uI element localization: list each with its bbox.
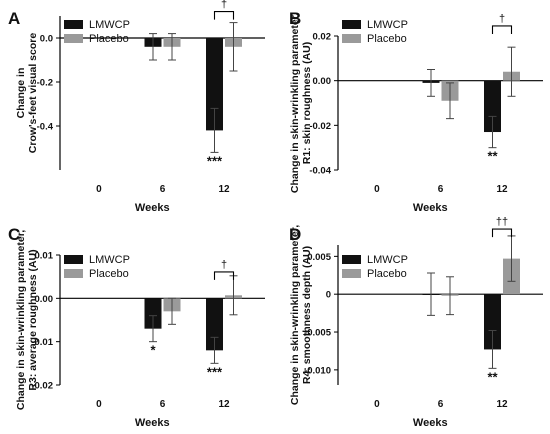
y-tick-label: -0.01 [31,337,53,348]
x-tick-label: 12 [496,184,508,195]
y-axis-label-line: R3: average roughness (AU) [27,249,39,390]
x-axis-label: Weeks [135,417,170,429]
x-tick-label: 12 [496,399,508,410]
y-tick-label: 0.0 [40,34,53,45]
significance-mark: ** [487,149,498,164]
legend-swatch-lmwcp [64,255,83,264]
legend-label-lmwcp: LMWCP [367,19,408,31]
y-axis-label: Change in skin-wrinkling parameter,R1: s… [289,13,313,193]
y-tick-label: 0.00 [313,76,332,87]
bar-lmwcp-12 [206,298,223,351]
x-axis-label: Weeks [135,202,170,214]
panel-letter: D [289,225,301,244]
legend-label-placebo: Placebo [89,33,129,45]
bar-lmwcp-6 [144,298,162,329]
y-axis-label-line: Change in skin-wrinkling parameter, [289,225,301,405]
x-tick-label: 6 [160,184,166,195]
y-axis-label: Change in skin-wrinkling parameter,R3: a… [15,230,39,410]
y-axis-label: Change inCrow's-feet visual score [15,33,39,154]
dagger-mark: † [499,13,505,25]
panel-letter: A [8,9,20,28]
legend-swatch-placebo [342,34,361,43]
significance-mark: *** [207,364,223,379]
y-tick-label: -0.04 [309,166,331,177]
y-tick-label: -0.02 [309,121,331,132]
legend-swatch-lmwcp [64,20,83,29]
x-tick-label: 0 [374,184,380,195]
y-tick-label: -0.4 [37,122,54,133]
x-axis-label: Weeks [413,417,448,429]
significance-bracket [213,11,235,20]
x-tick-label: 6 [438,399,444,410]
legend-swatch-placebo [342,269,361,278]
panel-letter: B [289,9,301,28]
y-tick-label: 0 [326,290,331,301]
y-axis-label-line: R4: smoothness depth (AU) [301,246,313,384]
y-tick-label: -0.010 [304,365,331,376]
dagger-mark: † [221,0,227,11]
x-tick-label: 12 [218,184,230,195]
legend-swatch-lmwcp [342,20,361,29]
panel-letter: C [8,225,20,244]
bar-lmwcp-12 [206,38,223,131]
dagger-mark: †† [496,216,508,228]
bar-lmwcp-12 [484,294,501,350]
x-tick-label: 0 [96,184,102,195]
legend-swatch-placebo [64,34,83,43]
x-tick-label: 6 [160,399,166,410]
x-tick-label: 0 [374,399,380,410]
y-axis-label-line: Change in skin-wrinkling parameter, [15,230,27,410]
legend-label-placebo: Placebo [367,268,407,280]
significance-mark: * [150,343,156,358]
significance-mark: ** [487,369,498,384]
y-axis-label-line: R1: skin roughness (AU) [301,42,313,165]
x-tick-label: 6 [438,184,444,195]
significance-bracket [213,271,235,280]
x-tick-label: 0 [96,399,102,410]
y-tick-label: 0.02 [313,32,332,43]
y-tick-label: 0.00 [35,294,54,305]
dagger-mark: † [221,259,227,271]
legend-label-lmwcp: LMWCP [89,19,130,31]
legend-swatch-lmwcp [342,255,361,264]
significance-bracket [491,25,513,34]
legend-label-lmwcp: LMWCP [367,254,408,266]
y-axis-label-line: Change in [15,68,27,119]
bar-lmwcp-12 [484,80,501,133]
x-tick-label: 12 [218,399,230,410]
y-tick-label: -0.2 [37,78,53,89]
y-axis-label: Change in skin-wrinkling parameter,R4: s… [289,225,313,405]
significance-bracket [491,228,513,238]
legend-swatch-placebo [64,269,83,278]
y-tick-label: 0.01 [35,251,54,262]
x-axis-label: Weeks [413,202,448,214]
y-tick-label: -0.02 [31,381,53,392]
y-axis-label-line: Change in skin-wrinkling parameter, [289,13,301,193]
legend-label-placebo: Placebo [89,268,129,280]
y-axis-label-line: Crow's-feet visual score [27,33,39,154]
legend-label-placebo: Placebo [367,33,407,45]
y-tick-label: 0.005 [307,252,331,263]
y-tick-label: -0.005 [304,328,332,339]
legend-label-lmwcp: LMWCP [89,254,130,266]
significance-mark: *** [207,153,223,168]
